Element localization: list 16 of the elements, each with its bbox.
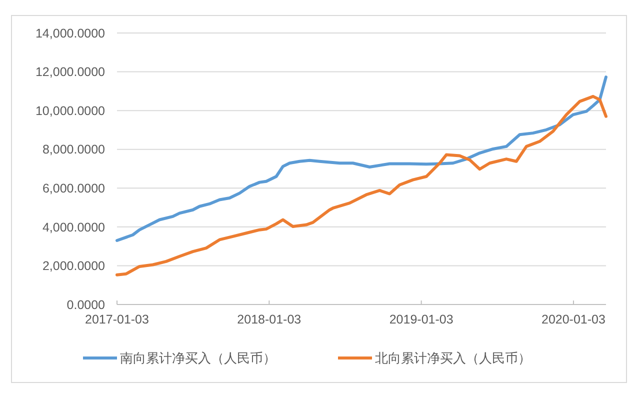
x-tick-label: 2017-01-03	[85, 312, 150, 326]
y-tick-label: 6,000.0000	[42, 182, 106, 196]
x-tick-label: 2018-01-03	[237, 312, 302, 326]
y-tick-label: 2,000.0000	[42, 259, 106, 274]
y-tick-label: 0.0000	[66, 298, 106, 312]
y-tick-label: 12,000.0000	[35, 65, 106, 80]
y-tick-label: 8,000.0000	[42, 142, 106, 157]
y-tick-label: 4,000.0000	[42, 220, 106, 234]
x-tick-label: 2020-01-03	[542, 312, 606, 326]
y-tick-label: 10,000.0000	[35, 104, 106, 118]
x-tick-label: 2019-01-03	[389, 312, 454, 326]
line-series	[116, 76, 608, 242]
y-tick-label: 14,000.0000	[35, 26, 106, 40]
legend-label: 南向累计净买入（人民币）	[120, 350, 276, 366]
legend-label: 北向累计净买入（人民币）	[375, 350, 531, 366]
line-series	[116, 94, 608, 276]
